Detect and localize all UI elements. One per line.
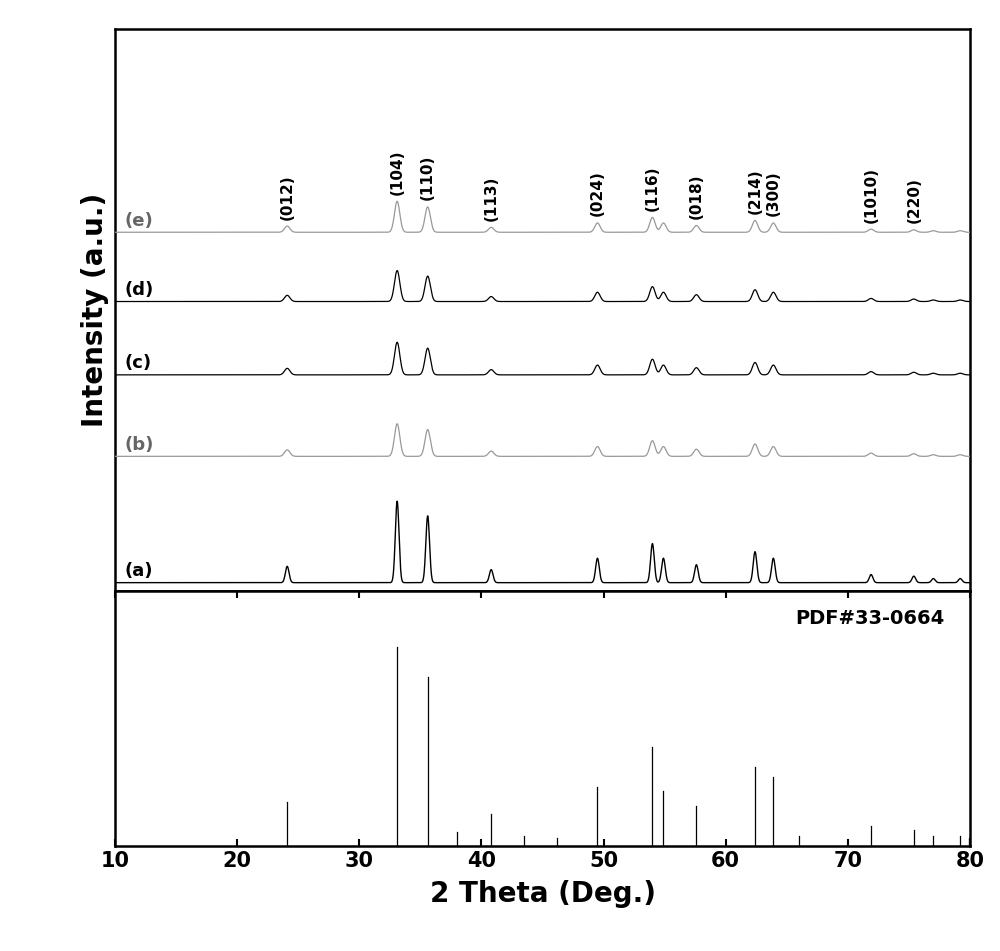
Text: (b): (b) (125, 436, 154, 454)
Text: (113): (113) (484, 175, 499, 221)
Text: (024): (024) (590, 170, 605, 217)
X-axis label: 2 Theta (Deg.): 2 Theta (Deg.) (430, 880, 656, 907)
Text: (c): (c) (125, 355, 152, 373)
Text: (300): (300) (766, 171, 781, 217)
Y-axis label: Intensity (a.u.): Intensity (a.u.) (81, 192, 109, 427)
Text: (d): (d) (125, 281, 154, 299)
Text: (a): (a) (125, 562, 153, 580)
Text: (110): (110) (420, 155, 435, 201)
Text: (220): (220) (906, 178, 921, 223)
Text: (214): (214) (748, 168, 763, 214)
Text: (e): (e) (125, 212, 154, 230)
Text: (104): (104) (390, 149, 405, 195)
Text: (116): (116) (645, 165, 660, 211)
Text: (1010): (1010) (864, 166, 879, 223)
Text: (012): (012) (280, 174, 295, 220)
Text: PDF#33-0664: PDF#33-0664 (795, 609, 944, 628)
Text: (018): (018) (689, 173, 704, 219)
